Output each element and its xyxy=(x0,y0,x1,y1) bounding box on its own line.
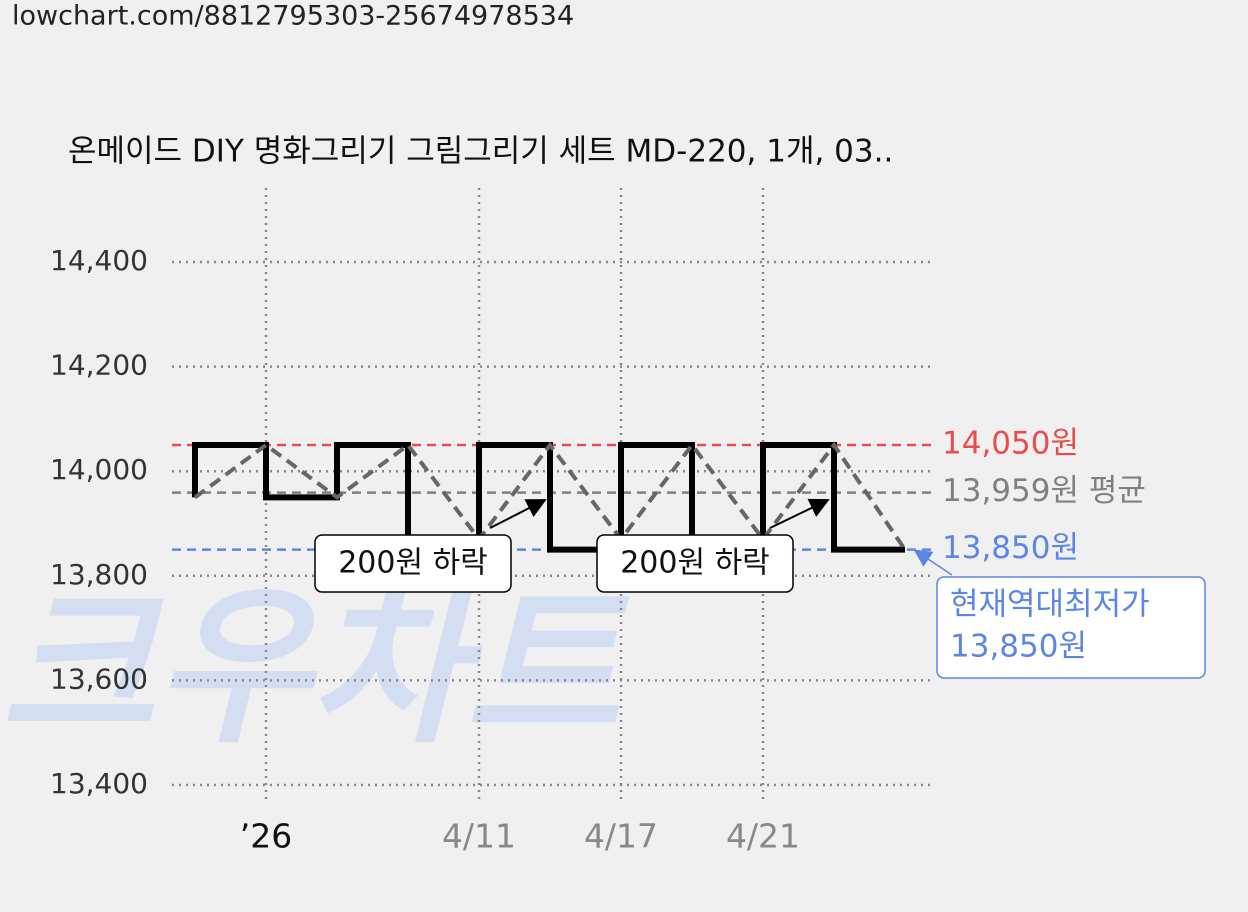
arrow xyxy=(913,549,953,576)
annotation-box xyxy=(596,534,794,593)
y-tick-label: 14,400 xyxy=(50,244,148,277)
arrow xyxy=(489,499,547,529)
low-note-text: 13,850원 xyxy=(950,629,1087,665)
url: lowchart.com/8812795303-25674978534 xyxy=(12,1,574,32)
x-tick-label: 4/11 xyxy=(442,817,516,856)
low-note-text: 현재역대최저가 xyxy=(950,587,1150,623)
x-tick-label: 4/21 xyxy=(726,817,800,856)
x-tick-label: ’26 xyxy=(240,817,292,856)
ref-label: 13,850원 xyxy=(942,530,1079,566)
watermark: 크우차트 xyxy=(0,569,630,767)
low-note-box xyxy=(936,576,1206,679)
y-tick-label: 13,600 xyxy=(50,662,148,695)
annotation-text: 200원 하락 xyxy=(620,546,770,581)
annotation-box xyxy=(314,534,512,593)
y-tick-label: 14,000 xyxy=(50,453,148,486)
y-tick-label: 13,800 xyxy=(50,558,148,591)
price-step-line xyxy=(192,442,905,553)
price-dashed-line xyxy=(193,441,907,551)
chart-title: 온메이드 DIY 명화그리기 그림그리기 세트 MD-220, 1개, 03.. xyxy=(68,134,893,170)
annotation-text: 200원 하락 xyxy=(338,546,488,581)
arrow xyxy=(769,498,830,529)
y-tick-label: 13,400 xyxy=(50,767,148,800)
y-tick-label: 14,200 xyxy=(50,349,148,382)
x-tick-label: 4/17 xyxy=(584,817,658,856)
ref-label: 14,050원 xyxy=(942,426,1079,462)
ref-label: 13,959원 평균 xyxy=(942,473,1146,509)
